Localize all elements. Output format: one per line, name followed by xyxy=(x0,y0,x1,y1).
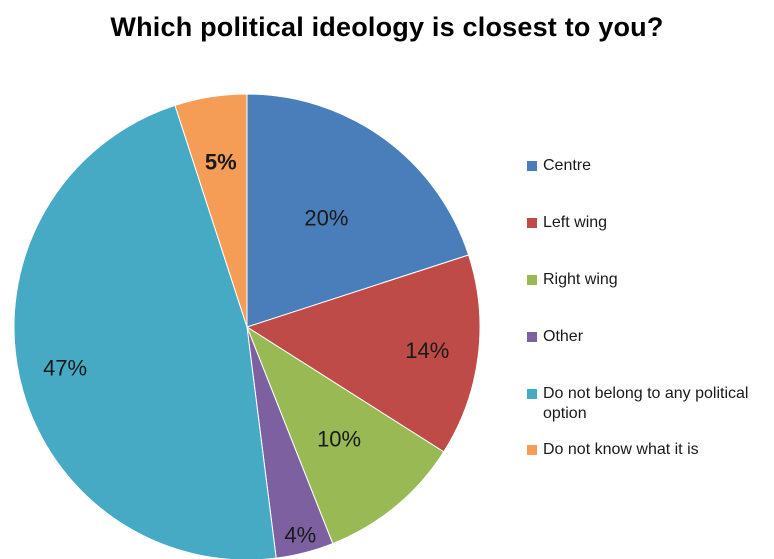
legend-swatch-left-wing xyxy=(527,218,537,228)
data-label-do-not-belong-to-any-political-option: 47% xyxy=(43,356,87,381)
legend-label-do-not-know: Do not know what it is xyxy=(543,441,699,458)
data-label-right-wing: 10% xyxy=(317,426,361,451)
legend-swatch-centre xyxy=(527,161,537,171)
chart-title: Which political ideology is closest to y… xyxy=(110,12,664,42)
legend-swatch-do-not-know xyxy=(527,445,537,455)
data-label-other: 4% xyxy=(284,523,316,548)
legend-item-do-not-know: Do not know what it is xyxy=(527,440,772,460)
pie-slice-do-not-know-what-it-is xyxy=(174,93,248,328)
legend-label-other: Other xyxy=(543,328,584,345)
data-label-left-wing: 14% xyxy=(405,338,449,363)
data-label-centre: 20% xyxy=(304,206,348,231)
pie-slice-do-not-belong-to-any-political-option xyxy=(13,104,277,559)
legend-label-centre: Centre xyxy=(543,157,592,174)
pie-slice-centre xyxy=(246,93,470,328)
legend-swatch-other xyxy=(527,332,537,342)
legend-label-no-political-option: Do not belong to any political option xyxy=(543,385,749,422)
legend-label-left-wing: Left wing xyxy=(543,214,608,231)
legend-item-other: Other xyxy=(527,327,772,347)
pie-slice-left-wing xyxy=(245,254,481,453)
legend-label-right-wing: Right wing xyxy=(543,271,618,288)
pie-labels: 20% 14% 10% 4% 47% 5% xyxy=(43,149,449,547)
pie-slice-right-wing xyxy=(245,325,445,545)
legend-item-centre: Centre xyxy=(527,156,772,176)
pie-slices xyxy=(13,93,481,559)
legend-item-left-wing: Left wing xyxy=(527,213,772,233)
data-label-do-not-know-what-it-is: 5% xyxy=(205,149,237,174)
legend-item-right-wing: Right wing xyxy=(527,270,772,290)
legend-swatch-right-wing xyxy=(527,275,537,285)
legend-swatch-no-political-option xyxy=(527,389,537,399)
legend-item-no-political-option: Do not belong to any political option xyxy=(527,384,772,424)
